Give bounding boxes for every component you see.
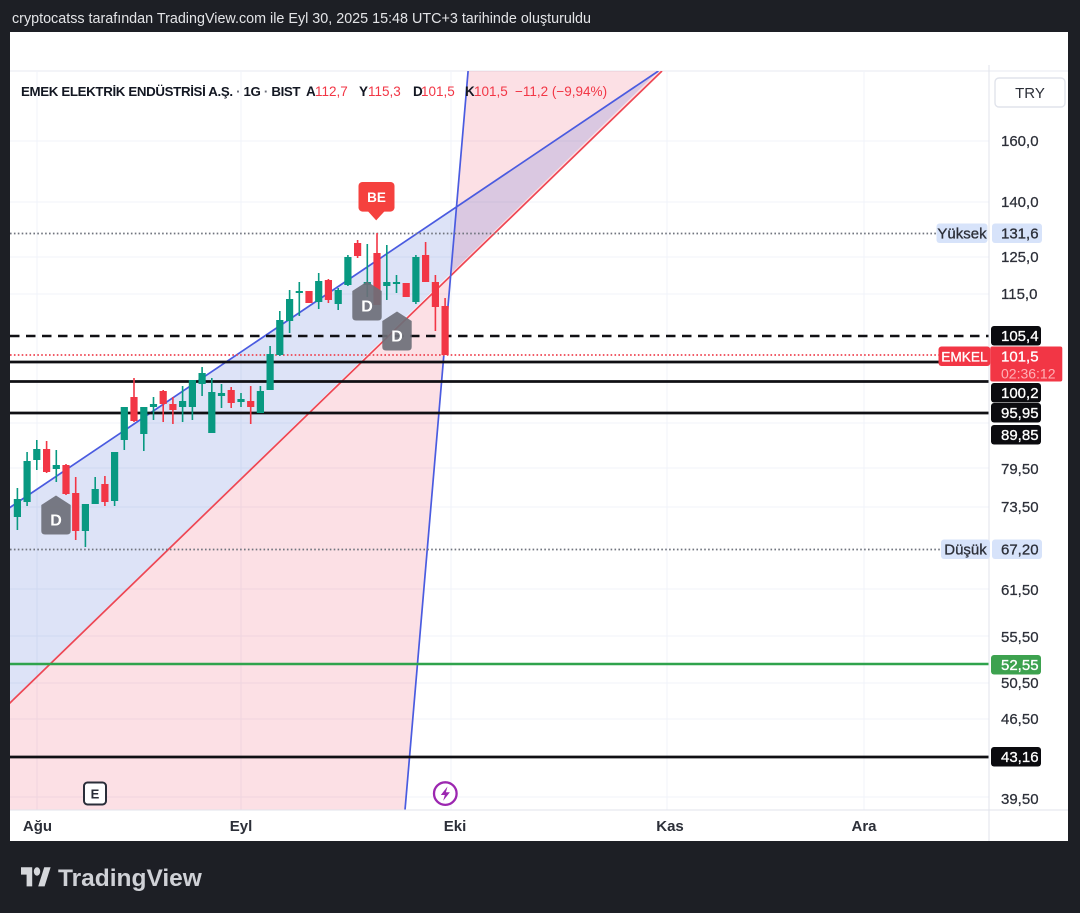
svg-text:50,50: 50,50 xyxy=(1001,675,1039,692)
svg-text:160,0: 160,0 xyxy=(1001,133,1039,150)
svg-text:55,50: 55,50 xyxy=(1001,629,1039,646)
svg-text:K: K xyxy=(465,84,475,99)
svg-text:Yüksek: Yüksek xyxy=(937,225,987,242)
svg-text:131,6: 131,6 xyxy=(1001,225,1039,242)
svg-text:EMKEL: EMKEL xyxy=(941,349,988,364)
svg-text:140,0: 140,0 xyxy=(1001,194,1039,211)
svg-text:BE: BE xyxy=(367,190,386,205)
svg-text:Düşük: Düşük xyxy=(944,541,987,558)
svg-text:101,5: 101,5 xyxy=(421,84,455,99)
svg-text:39,50: 39,50 xyxy=(1001,791,1039,808)
svg-text:79,50: 79,50 xyxy=(1001,461,1039,478)
svg-text:46,50: 46,50 xyxy=(1001,711,1039,728)
svg-text:A: A xyxy=(306,84,316,99)
svg-text:Ara: Ara xyxy=(851,818,877,835)
svg-text:Eyl: Eyl xyxy=(230,818,253,835)
svg-text:105,4: 105,4 xyxy=(1001,328,1039,345)
svg-text:100,2: 100,2 xyxy=(1001,385,1039,402)
svg-text:TradingView: TradingView xyxy=(58,865,203,892)
svg-text:112,7: 112,7 xyxy=(315,84,348,99)
svg-text:115,3: 115,3 xyxy=(368,84,401,99)
svg-text:Eki: Eki xyxy=(444,818,467,835)
svg-text:67,20: 67,20 xyxy=(1001,541,1039,558)
svg-text:89,85: 89,85 xyxy=(1001,427,1039,444)
svg-text:95,95: 95,95 xyxy=(1001,405,1039,422)
svg-text:D: D xyxy=(413,84,423,99)
svg-text:101,5: 101,5 xyxy=(474,84,508,99)
svg-text:EMEK ELEKTRİK ENDÜSTRİSİ A.Ş.: EMEK ELEKTRİK ENDÜSTRİSİ A.Ş. · 1G · BIS… xyxy=(21,84,300,99)
svg-text:D: D xyxy=(50,513,62,530)
svg-text:D: D xyxy=(361,299,373,316)
svg-text:125,0: 125,0 xyxy=(1001,249,1039,266)
svg-text:D: D xyxy=(391,329,403,346)
svg-text:E: E xyxy=(91,787,100,802)
svg-text:Kas: Kas xyxy=(656,818,684,835)
svg-text:73,50: 73,50 xyxy=(1001,499,1039,516)
svg-text:−11,2 (−9,94%): −11,2 (−9,94%) xyxy=(515,84,607,99)
svg-text:115,0: 115,0 xyxy=(1001,286,1037,303)
svg-text:101,5: 101,5 xyxy=(1001,348,1039,365)
svg-text:61,50: 61,50 xyxy=(1001,582,1039,599)
svg-text:43,16: 43,16 xyxy=(1001,749,1039,766)
svg-text:TRY: TRY xyxy=(1015,85,1045,102)
svg-text:Ağu: Ağu xyxy=(23,818,52,835)
svg-text:02:36:12: 02:36:12 xyxy=(1001,365,1056,381)
svg-text:Y: Y xyxy=(359,84,368,99)
svg-text:52,55: 52,55 xyxy=(1001,657,1039,674)
